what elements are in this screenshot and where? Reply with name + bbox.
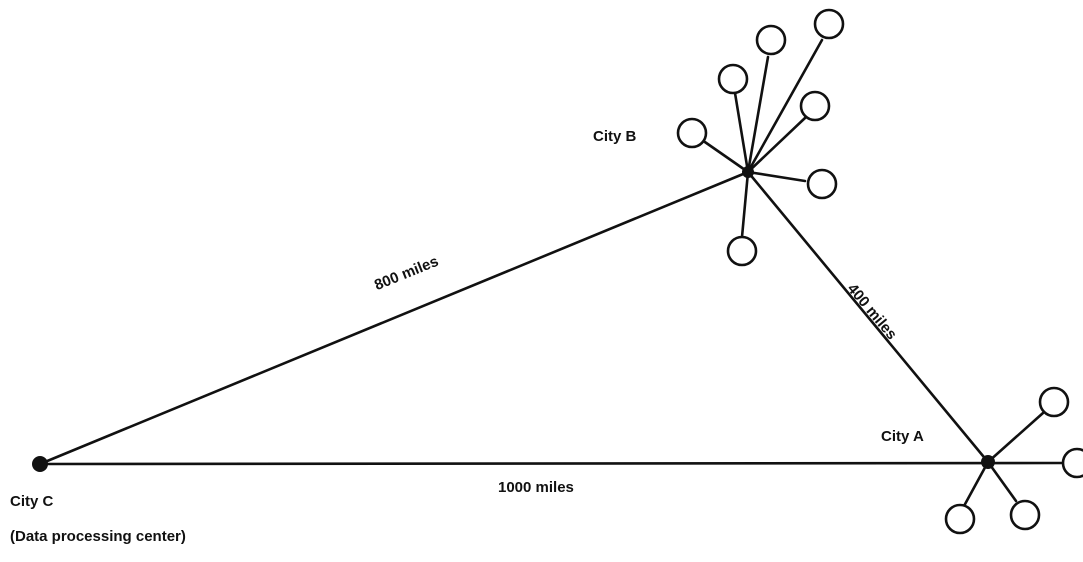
city-b-node [742, 166, 754, 178]
terminal-node [755, 24, 787, 56]
link-c-to-a-label: 1000 miles [498, 479, 574, 496]
terminal-node [726, 235, 758, 267]
terminal-node [717, 63, 749, 95]
terminal-spoke [740, 170, 750, 239]
terminal-node [813, 8, 845, 40]
terminal-spoke [962, 460, 990, 508]
link-c-to-a [38, 461, 1065, 466]
terminal-spoke [746, 55, 770, 174]
link-c-to-b [38, 170, 750, 466]
terminal-spoke [746, 38, 824, 174]
city-c-subtitle: (Data processing center) [10, 528, 186, 545]
city-b-label: City B [593, 128, 637, 145]
terminal-spoke [700, 138, 750, 174]
terminal-node [1061, 447, 1083, 479]
link-b-to-a [746, 170, 990, 464]
city-a-terminals [944, 386, 1083, 535]
terminal-node [799, 90, 831, 122]
city-c-node [32, 456, 48, 472]
terminal-node [676, 117, 708, 149]
terminal-node [1009, 499, 1041, 531]
city-b-terminals [676, 8, 845, 267]
city-a-node [981, 455, 995, 469]
terminal-node [944, 503, 976, 535]
terminal-spoke [746, 116, 807, 174]
terminal-spoke [986, 411, 1045, 464]
city-c-label: City C [10, 493, 54, 510]
city-a-label: City A [881, 428, 924, 445]
terminal-node [1038, 386, 1070, 418]
terminal-spoke [733, 91, 750, 174]
terminal-spoke [986, 460, 1018, 503]
terminal-node [806, 168, 838, 200]
terminal-spoke [746, 170, 807, 183]
